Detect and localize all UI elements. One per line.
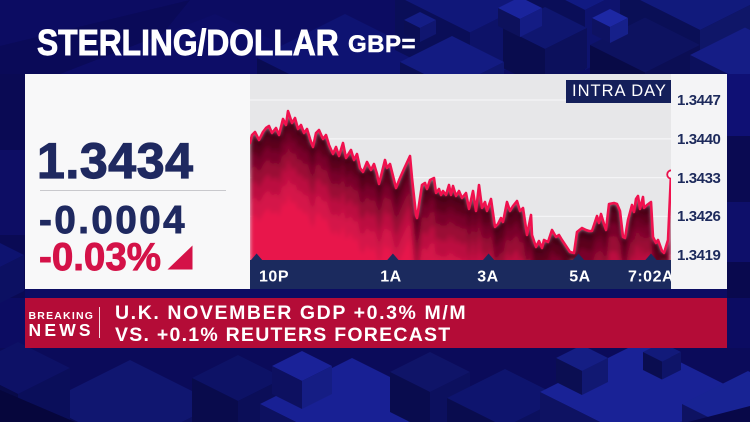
svg-text:1A: 1A	[380, 269, 401, 286]
svg-text:3A: 3A	[477, 269, 498, 286]
svg-text:7:02A: 7:02A	[628, 269, 674, 286]
svg-text:10P: 10P	[259, 269, 289, 286]
svg-text:5A: 5A	[569, 269, 590, 286]
